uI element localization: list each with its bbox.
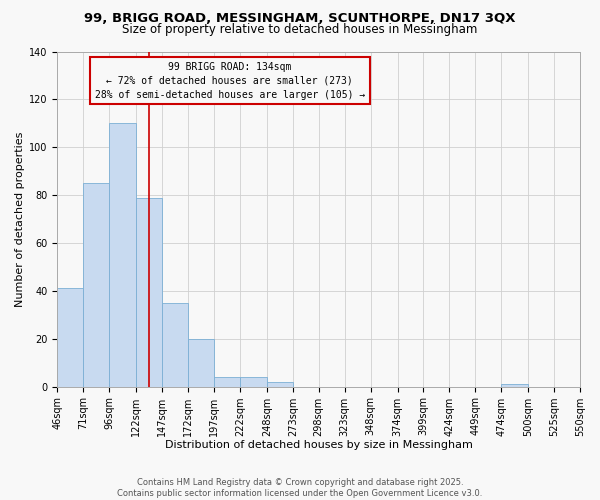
X-axis label: Distribution of detached houses by size in Messingham: Distribution of detached houses by size … (165, 440, 473, 450)
Bar (58, 288, 83, 386)
Bar (501, 384, 528, 386)
Text: Size of property relative to detached houses in Messingham: Size of property relative to detached ho… (122, 22, 478, 36)
Text: 99, BRIGG ROAD, MESSINGHAM, SCUNTHORPE, DN17 3QX: 99, BRIGG ROAD, MESSINGHAM, SCUNTHORPE, … (84, 12, 516, 26)
Bar (267, 382, 293, 386)
Bar (240, 377, 267, 386)
Bar (83, 183, 109, 386)
Bar (162, 303, 188, 386)
Bar (109, 124, 136, 386)
Bar (188, 338, 214, 386)
Text: Contains HM Land Registry data © Crown copyright and database right 2025.
Contai: Contains HM Land Registry data © Crown c… (118, 478, 482, 498)
Bar (214, 377, 240, 386)
Bar (136, 198, 162, 386)
Text: 99 BRIGG ROAD: 134sqm
← 72% of detached houses are smaller (273)
28% of semi-det: 99 BRIGG ROAD: 134sqm ← 72% of detached … (95, 62, 365, 100)
Y-axis label: Number of detached properties: Number of detached properties (15, 132, 25, 306)
